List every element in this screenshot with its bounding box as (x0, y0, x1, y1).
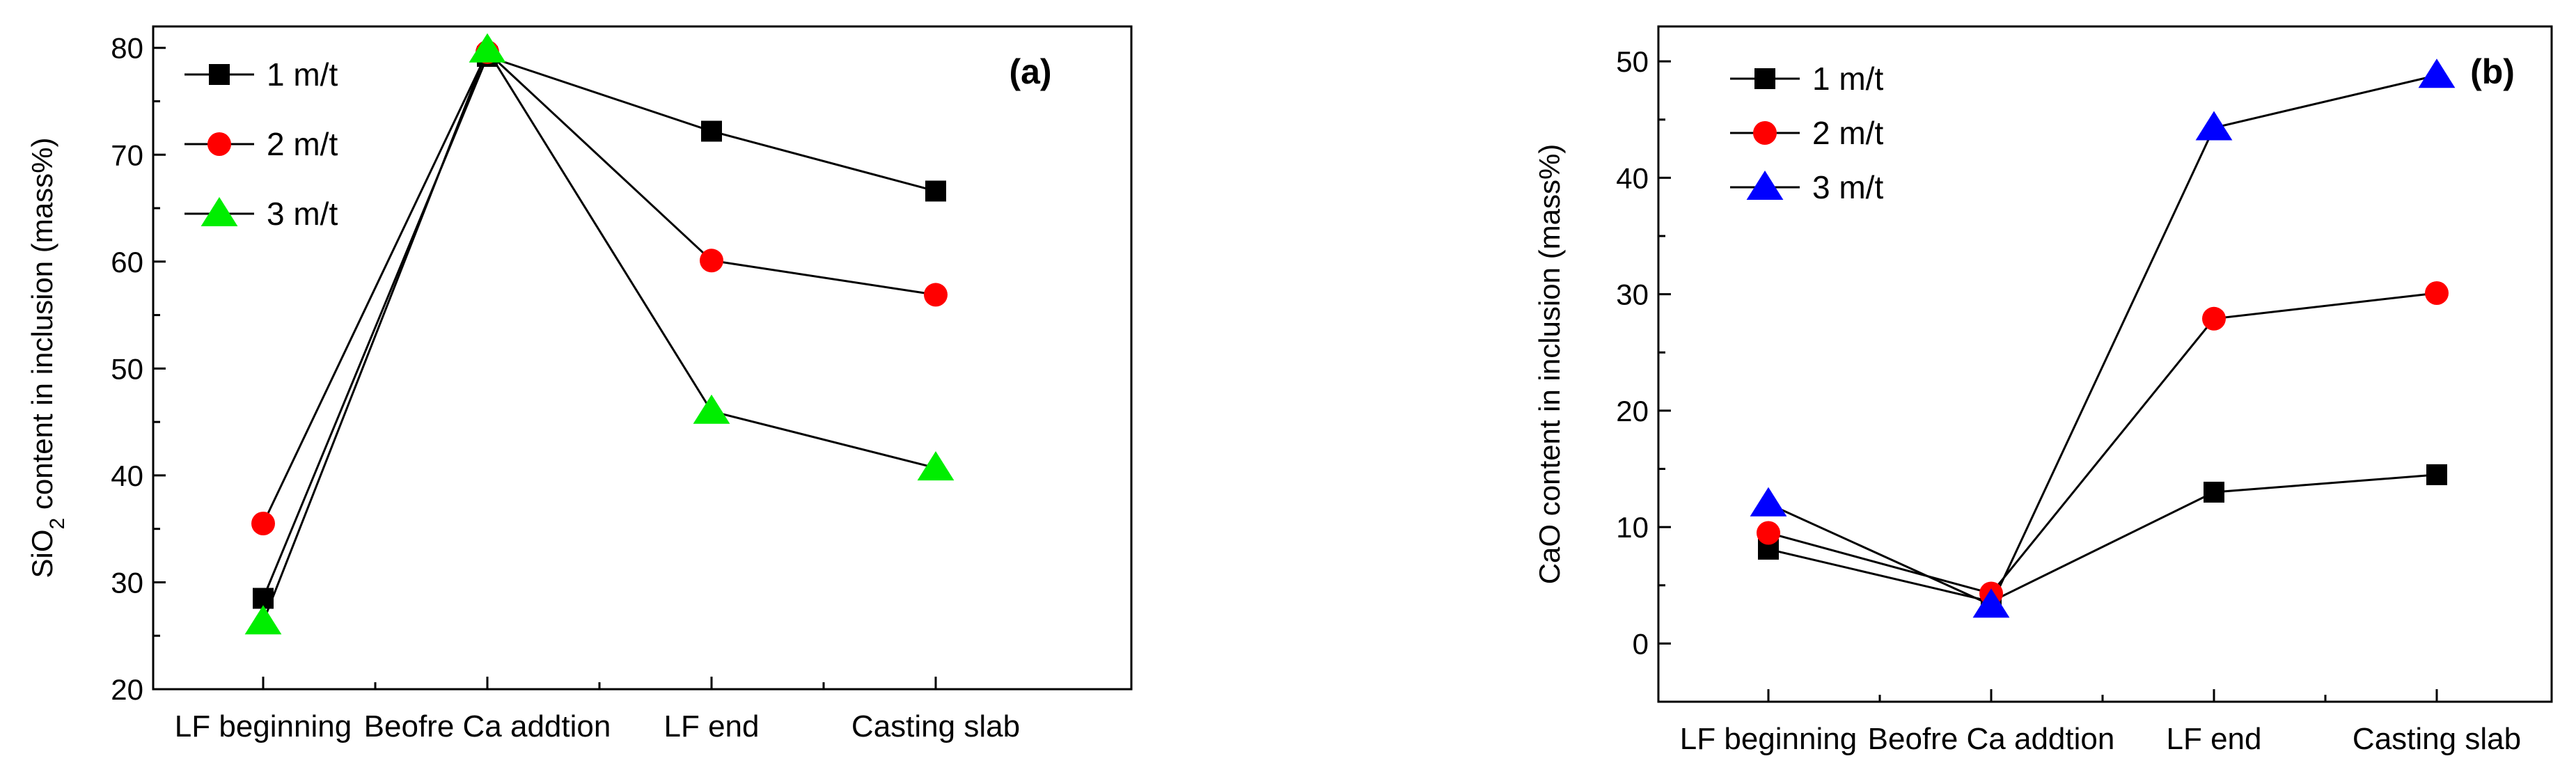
panel-a-series-3-point (244, 605, 282, 635)
panel-b-y-axis-title: CaO content in inclusion (mass%) (1533, 144, 1566, 585)
panel-b-y-tick-label: 20 (1616, 395, 1649, 427)
panel-b-series-3-point (1750, 487, 1787, 517)
panel-a-series-1-line (262, 55, 936, 599)
panel-a-y-tick-label: 60 (111, 246, 143, 278)
panel-b-panel-label: (b) (2470, 52, 2515, 91)
panel-b-legend-label: 1 m/t (1812, 61, 1883, 97)
panel-b-legend-label: 2 m/t (1812, 115, 1883, 151)
panel-a-y-axis-title-part: content in inclusion (mass%) (26, 138, 58, 518)
panel-a-series-1-point (701, 120, 722, 142)
panel-a-series-2-point (251, 512, 275, 535)
panel-a-y-tick-label: 30 (111, 566, 143, 599)
panel-a-series-3-point (693, 394, 730, 424)
panel-a-series-2-line (262, 50, 936, 524)
panel-a-series-3-line (262, 47, 936, 622)
panel-b-series-2-point (2425, 281, 2449, 305)
panel-b-series-1-point (2204, 481, 2224, 503)
panel-a-series-1-point (925, 180, 946, 202)
panel-a-y-tick-label: 50 (111, 352, 143, 385)
panel-a-y-tick-label: 80 (111, 32, 143, 65)
panel-b-y-tick-label: 30 (1616, 278, 1649, 311)
panel-a-y-axis-title-part: SiO (26, 529, 58, 578)
panel-b-y-tick-label: 40 (1616, 162, 1649, 194)
panel-a-series-3-point (917, 451, 955, 481)
panel-b-y-axis-title-part: CaO content in inclusion (mass%) (1533, 144, 1566, 585)
panel-b-legend-label: 3 m/t (1812, 169, 1883, 205)
panel-b-series-2-line (1768, 292, 2437, 595)
panel-a-y-tick-label: 40 (111, 459, 143, 492)
panel-b-group: 0 10 20 30 40 50 LF beginning Beofre Ca addtion… (1533, 25, 2553, 756)
panel-a-series-3-point (469, 33, 506, 63)
panel-b-x-category-label: LF beginning (1680, 722, 1857, 756)
panel-b-x-category-label: Casting slab (2353, 722, 2521, 756)
panel-b-series-3-point (1972, 588, 2010, 618)
panel-b-plot-frame (1657, 25, 2553, 703)
panel-b-series-3-line (1768, 74, 2437, 607)
panel-a-y-tick-label: 70 (111, 139, 143, 171)
panel-a-series-2-point (700, 249, 723, 273)
panel-b-series-3-point (2418, 58, 2456, 88)
panel-b-series-1-point (2426, 464, 2447, 485)
panel-a-y-axis-title: SiO2 content in inclusion (mass%) (26, 138, 69, 579)
panel-a-x-category-label: Casting slab (851, 709, 1020, 743)
panel-a-y-tick-label: 20 (111, 673, 143, 706)
panel-b-series-2-point (1757, 521, 1780, 545)
panel-a-legend-marker (201, 197, 238, 226)
panel-a-legend-label: 3 m/t (267, 196, 338, 232)
panel-b-legend-marker (1746, 171, 1784, 200)
panel-a-legend-label: 2 m/t (267, 126, 338, 162)
panel-b-y-tick-label: 50 (1616, 45, 1649, 78)
panel-b-series-3-point (2195, 111, 2233, 141)
panel-a-x-category-label: Beofre Ca addtion (364, 709, 611, 743)
panel-b-x-category-label: Beofre Ca addtion (1868, 722, 2115, 756)
panel-b-y-tick-label: 10 (1616, 511, 1649, 544)
panel-a-x-category-label: LF end (664, 709, 760, 743)
panel-b-y-tick-label: 0 (1633, 627, 1649, 660)
panel-a-plot-frame (152, 25, 1133, 691)
panel-a-series-2-point (924, 283, 948, 307)
panel-b-legend-marker (1754, 68, 1775, 89)
panel-a-legend-marker (207, 132, 231, 156)
panel-b-legend-marker (1753, 121, 1777, 145)
panel-b-series-1-line (1768, 473, 2437, 603)
panel-a-panel-label: (a) (1009, 52, 1051, 91)
panel-a-legend-marker (209, 64, 230, 85)
panel-a-group: 20 30 40 50 60 70 80 LF beginning Beofre Ca addt… (26, 25, 1133, 743)
panel-a-x-category-label: LF beginning (175, 709, 352, 743)
panel-b-series-2-point (2202, 306, 2226, 331)
panel-b-x-category-label: LF end (2167, 722, 2262, 756)
panel-a-y-axis-title-subscript: 2 (46, 518, 69, 530)
panel-a-legend-label: 1 m/t (267, 56, 338, 93)
